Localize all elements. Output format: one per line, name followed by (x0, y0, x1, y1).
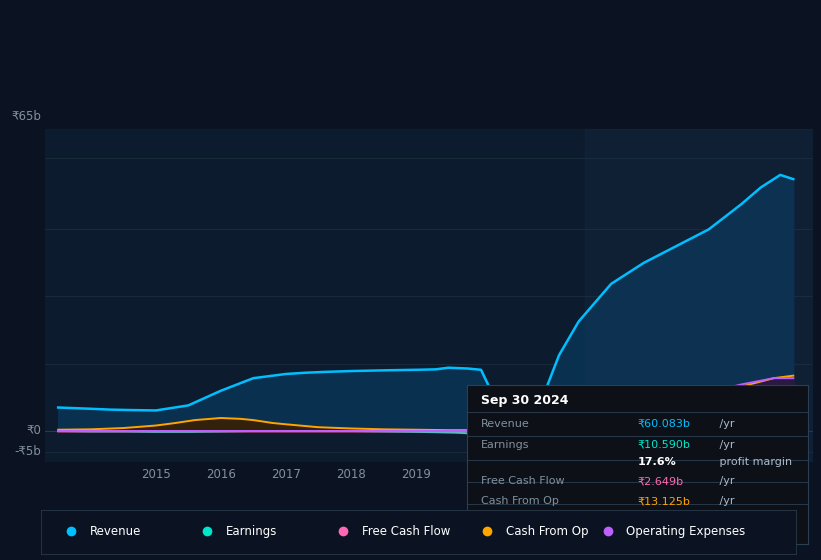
Text: /yr: /yr (716, 440, 734, 450)
Bar (585, 129, 813, 462)
Text: Earnings: Earnings (481, 440, 530, 450)
Text: /yr: /yr (716, 496, 734, 506)
Text: profit margin: profit margin (716, 457, 792, 467)
Text: -₹5b: -₹5b (14, 445, 41, 458)
Text: ₹2.649b: ₹2.649b (638, 476, 684, 486)
Text: ₹12.508b: ₹12.508b (638, 516, 690, 526)
Text: Operating Expenses: Operating Expenses (481, 516, 593, 526)
Text: Free Cash Flow: Free Cash Flow (481, 476, 564, 486)
Text: 17.6%: 17.6% (638, 457, 677, 467)
Text: Sep 30 2024: Sep 30 2024 (481, 394, 568, 407)
Text: ₹65b: ₹65b (11, 110, 41, 123)
Text: Cash From Op: Cash From Op (506, 525, 588, 538)
Text: ₹0: ₹0 (26, 424, 41, 437)
Text: ₹13.125b: ₹13.125b (638, 496, 690, 506)
Text: Operating Expenses: Operating Expenses (626, 525, 745, 538)
Text: Earnings: Earnings (226, 525, 277, 538)
Text: Revenue: Revenue (90, 525, 141, 538)
Text: /yr: /yr (716, 516, 734, 526)
Text: /yr: /yr (716, 476, 734, 486)
Text: Revenue: Revenue (481, 419, 530, 429)
Text: Cash From Op: Cash From Op (481, 496, 558, 506)
Text: Free Cash Flow: Free Cash Flow (362, 525, 451, 538)
Text: ₹60.083b: ₹60.083b (638, 419, 690, 429)
Text: /yr: /yr (716, 419, 734, 429)
Text: ₹10.590b: ₹10.590b (638, 440, 690, 450)
